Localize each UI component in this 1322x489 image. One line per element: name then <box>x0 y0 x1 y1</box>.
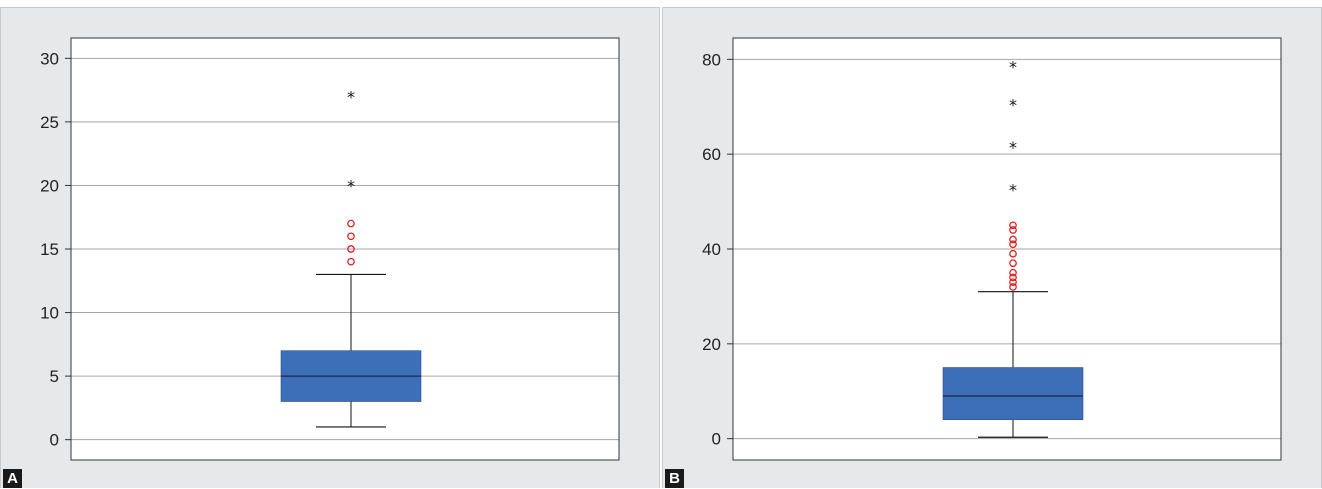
outlier-marker <box>1009 249 1017 258</box>
extreme-marker: * <box>1009 95 1017 114</box>
outlier-marker <box>1009 278 1017 287</box>
outlier-marker <box>347 245 355 253</box>
outlier-marker <box>1009 268 1017 277</box>
outlier-marker <box>1009 240 1017 249</box>
outlier-marker <box>1009 226 1017 234</box>
plot-frame <box>70 37 620 461</box>
outlier-marker <box>347 219 355 228</box>
extreme-marker: * <box>1009 181 1017 200</box>
boxplot-b: 0 20 40 60 80 * * * * <box>702 37 1282 461</box>
outlier-marker <box>1009 221 1017 230</box>
y-tick-label: 25 <box>40 113 59 132</box>
plot-frame <box>732 37 1282 461</box>
chart-panel-a: 0 5 10 15 20 25 30 * * A <box>0 7 660 488</box>
y-tick-label: 80 <box>702 50 721 69</box>
extreme-marker: * <box>1009 57 1017 76</box>
boxplot-a: 0 5 10 15 20 25 30 * * <box>40 37 620 461</box>
y-tick-label: 10 <box>40 304 59 323</box>
extreme-marker: * <box>347 176 355 195</box>
outlier-marker <box>1009 273 1017 282</box>
y-tick-label: 20 <box>702 335 721 354</box>
y-tick-label: 15 <box>40 240 59 259</box>
y-tick-label: 30 <box>40 49 59 68</box>
y-tick-label: 40 <box>702 240 721 259</box>
outlier-marker <box>1009 259 1017 268</box>
outlier-marker <box>1009 235 1017 244</box>
outlier-marker <box>1009 283 1017 291</box>
panel-label-b: B <box>665 469 684 488</box>
iqr-box <box>942 367 1084 420</box>
chart-panel-b: 0 20 40 60 80 * * * * B <box>662 7 1322 488</box>
extreme-marker: * <box>347 87 355 106</box>
panel-label-a: A <box>3 469 22 488</box>
y-tick-label: 60 <box>702 145 721 164</box>
y-tick-label: 5 <box>50 367 59 386</box>
y-tick-label: 0 <box>50 431 59 450</box>
extreme-marker: * <box>1009 138 1017 157</box>
y-tick-label: 0 <box>712 430 721 449</box>
outlier-marker <box>347 257 355 266</box>
y-tick-label: 20 <box>40 176 59 195</box>
outlier-marker <box>347 232 355 241</box>
